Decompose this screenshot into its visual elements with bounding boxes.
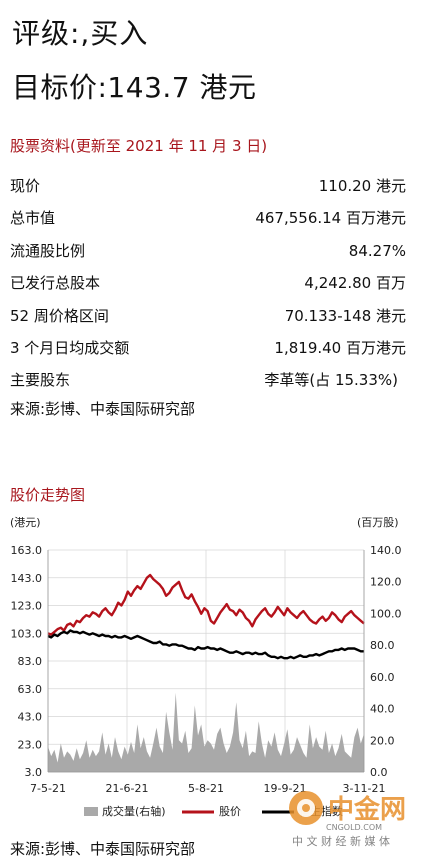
y-right-tick-label: 100.0 (370, 607, 402, 620)
info-value: 70.133-148 港元 (284, 306, 406, 325)
volume-series (48, 692, 364, 772)
legend-volume-label: 成交量(右轴) (102, 804, 166, 818)
y-left-tick-label: 23.0 (18, 738, 43, 751)
y-left-tick-label: 43.0 (18, 711, 43, 724)
volume-area (48, 692, 364, 772)
chart-axes: 163.0 143.0 123.0 103.0 83.0 63.0 43.0 23.0 3.0 1… (11, 544, 402, 795)
x-tick-label: 7-5-21 (30, 782, 66, 795)
info-source-note: 来源:彭博、中泰国际研究部 (10, 400, 196, 418)
info-value: 110.20 港元 (318, 177, 406, 195)
info-label: 现价 (10, 177, 41, 195)
stock-info-table: 现价 110.20 港元 总市值 467,556.14 百万港元 流通股比例 8… (10, 170, 406, 397)
watermark-tagline: 中 文 财 经 新 媒 体 (292, 834, 390, 848)
info-row-avg-turnover: 3 个月日均成交额 1,819.40 百万港元 (10, 332, 406, 364)
info-value: 4,242.80 百万 (304, 274, 406, 293)
info-label: 52 周价格区间 (10, 306, 109, 325)
y-right-tick-label: 20.0 (370, 734, 395, 747)
y-left-tick-label: 103.0 (11, 627, 43, 640)
y-right-tick-label: 60.0 (370, 671, 395, 684)
price-chart: (港元) (百万股) 163.0 143.0 123.0 103.0 83.0 63.0 4… (10, 516, 402, 818)
y-left-tick-label: 123.0 (11, 600, 43, 613)
info-row-market-cap: 总市值 467,556.14 百万港元 (10, 202, 406, 234)
legend-volume-swatch (84, 807, 98, 816)
info-label: 总市值 (10, 209, 56, 228)
line-series (47, 573, 365, 660)
y-left-tick-label: 143.0 (11, 572, 43, 585)
y-right-tick-label: 80.0 (370, 639, 395, 652)
info-row-price: 现价 110.20 港元 (10, 170, 406, 202)
info-value: 李革等(占 15.33%) (264, 371, 398, 390)
rating-heading: 评级:,买入 (12, 17, 149, 50)
info-label: 流通股比例 (10, 241, 86, 260)
chart-source-note: 来源:彭博、中泰国际研究部 (10, 840, 196, 858)
y-left-tick-label: 83.0 (18, 655, 43, 668)
index-line (47, 629, 364, 660)
info-label: 3 个月日均成交额 (10, 338, 130, 357)
left-axis-unit: (港元) (10, 516, 41, 529)
y-left-tick-label: 163.0 (11, 544, 43, 557)
y-right-tick-label: 120.0 (370, 576, 402, 589)
y-left-tick-label: 3.0 (25, 766, 43, 779)
right-axis-unit: (百万股) (357, 516, 399, 529)
cngold-watermark: 中金网 CNGOLD.COM 中 文 财 经 新 媒 体 (289, 791, 406, 848)
cngold-logo-icon (289, 791, 323, 825)
info-row-float-ratio: 流通股比例 84.27% (10, 235, 406, 267)
info-label: 主要股东 (10, 371, 71, 390)
watermark-url: CNGOLD.COM (326, 823, 382, 832)
info-label: 已发行总股本 (10, 274, 101, 293)
legend-price-label: 股价 (219, 805, 241, 818)
watermark-brand: 中金网 (328, 794, 406, 825)
x-tick-label: 21-6-21 (106, 782, 149, 795)
target-price-heading: 目标价:143.7 港元 (12, 71, 257, 104)
info-value: 84.27% (348, 241, 406, 260)
x-tick-label: 19-9-21 (264, 782, 307, 795)
x-tick-label: 3-11-21 (343, 782, 386, 795)
chart-title: 股价走势图 (10, 486, 86, 504)
y-right-tick-label: 140.0 (370, 544, 402, 557)
price-line (47, 573, 365, 636)
stock-info-title: 股票资料(更新至 2021 年 11 月 3 日) (10, 137, 268, 155)
info-value: 467,556.14 百万港元 (255, 209, 406, 228)
y-right-tick-label: 40.0 (370, 703, 395, 716)
info-value: 1,819.40 百万港元 (274, 338, 406, 357)
info-row-major-shareholder: 主要股东 李革等(占 15.33%) (10, 364, 406, 396)
x-tick-label: 5-8-21 (188, 782, 224, 795)
y-right-tick-label: 0.0 (370, 766, 388, 779)
info-row-shares-issued: 已发行总股本 4,242.80 百万 (10, 267, 406, 299)
y-left-tick-label: 63.0 (18, 683, 43, 696)
info-row-52wk-range: 52 周价格区间 70.133-148 港元 (10, 300, 406, 332)
